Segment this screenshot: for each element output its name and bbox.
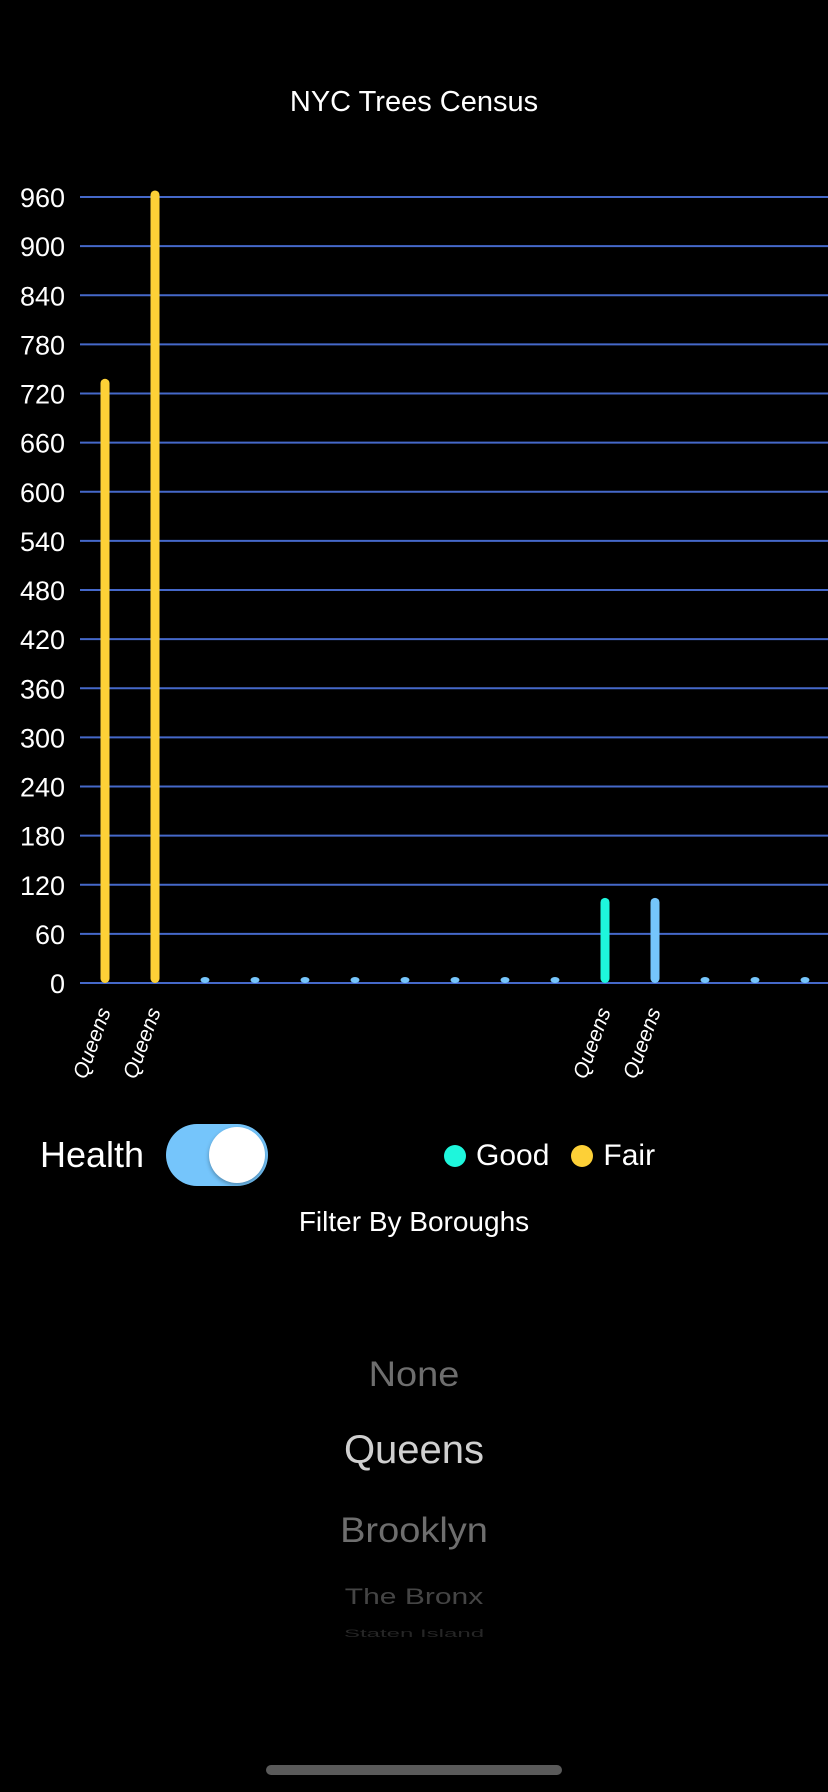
picker-option-the-bronx[interactable]: The Bronx: [344, 1584, 484, 1609]
y-tick-label: 300: [20, 723, 65, 753]
chart-bar[interactable]: [800, 977, 810, 983]
y-tick-label: 480: [20, 576, 65, 606]
legend-dot-good: [444, 1145, 466, 1167]
chart-bar[interactable]: [250, 977, 260, 983]
y-tick-label: 180: [20, 822, 65, 852]
borough-picker[interactable]: None Queens Brooklyn The Bronx Staten Is…: [0, 1340, 828, 1640]
y-tick-label: 960: [20, 183, 65, 213]
chart-legend: Good Fair: [444, 1136, 677, 1176]
y-tick-label: 0: [50, 969, 65, 999]
legend-label-good: Good: [476, 1139, 550, 1172]
picker-option-brooklyn[interactable]: Brooklyn: [340, 1511, 488, 1551]
chart-bar[interactable]: [750, 977, 760, 983]
y-tick-label: 420: [20, 625, 65, 655]
chart-bar[interactable]: [600, 897, 610, 983]
picker-option-queens-selected[interactable]: Queens: [343, 1428, 485, 1472]
y-tick-label: 840: [20, 281, 65, 311]
legend-item-fair: Fair: [571, 1139, 655, 1173]
trees-bar-chart: 0 60 120 180 240 300 360 420 480 540 600 660 720 780 8…: [20, 183, 828, 1082]
legend-label-fair: Fair: [603, 1139, 656, 1172]
chart-bar[interactable]: [150, 190, 160, 983]
x-tick-label: Queens: [119, 1004, 166, 1081]
y-tick-label: 240: [20, 773, 65, 803]
toggle-knob[interactable]: [209, 1127, 265, 1183]
filter-title: Filter By Boroughs: [298, 1206, 530, 1237]
y-tick-label: 60: [35, 920, 65, 950]
chart-bar[interactable]: [650, 897, 660, 983]
health-controls: Health Good Fair: [0, 1124, 828, 1188]
y-tick-label: 900: [20, 232, 65, 262]
chart-bar[interactable]: [200, 977, 210, 983]
legend-item-good: Good: [444, 1139, 549, 1173]
health-label: Health: [40, 1134, 145, 1175]
x-tick-label: Queens: [569, 1004, 616, 1081]
chart-bar[interactable]: [500, 977, 510, 983]
chart-bar[interactable]: [100, 378, 110, 983]
chart-bar[interactable]: [300, 977, 310, 983]
y-tick-label: 120: [20, 871, 65, 901]
x-tick-label: Queens: [619, 1004, 666, 1081]
x-tick-label: Queens: [69, 1004, 116, 1081]
chart-bar[interactable]: [400, 977, 410, 983]
y-tick-label: 540: [20, 527, 65, 557]
y-tick-label: 780: [20, 330, 65, 360]
y-tick-label: 360: [20, 674, 65, 704]
y-tick-label: 600: [20, 478, 65, 508]
y-tick-label: 720: [20, 380, 65, 410]
chart-bar[interactable]: [350, 977, 360, 983]
chart-bar[interactable]: [550, 977, 560, 983]
y-tick-label: 660: [20, 429, 65, 459]
chart-title: NYC Trees Census: [289, 86, 539, 118]
chart-bar[interactable]: [700, 977, 710, 983]
home-indicator: [266, 1765, 562, 1775]
picker-option-staten-island[interactable]: Staten Island: [343, 1627, 485, 1640]
picker-option-none[interactable]: None: [368, 1355, 460, 1395]
legend-dot-fair: [571, 1145, 594, 1167]
health-toggle[interactable]: [166, 1124, 268, 1186]
chart-bar[interactable]: [450, 977, 460, 983]
